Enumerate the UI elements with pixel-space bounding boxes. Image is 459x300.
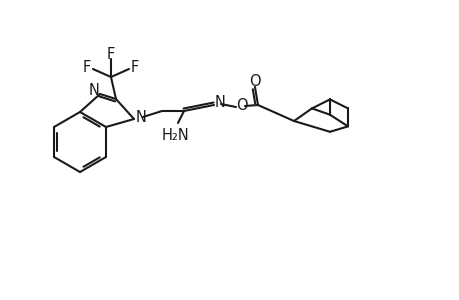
Text: N: N [89, 82, 99, 98]
Text: O: O [235, 98, 247, 112]
Text: N: N [214, 94, 225, 110]
Text: N: N [135, 110, 146, 124]
Text: O: O [249, 74, 260, 88]
Text: F: F [130, 59, 139, 74]
Text: H₂N: H₂N [162, 128, 190, 142]
Text: F: F [83, 59, 91, 74]
Text: F: F [106, 46, 115, 62]
